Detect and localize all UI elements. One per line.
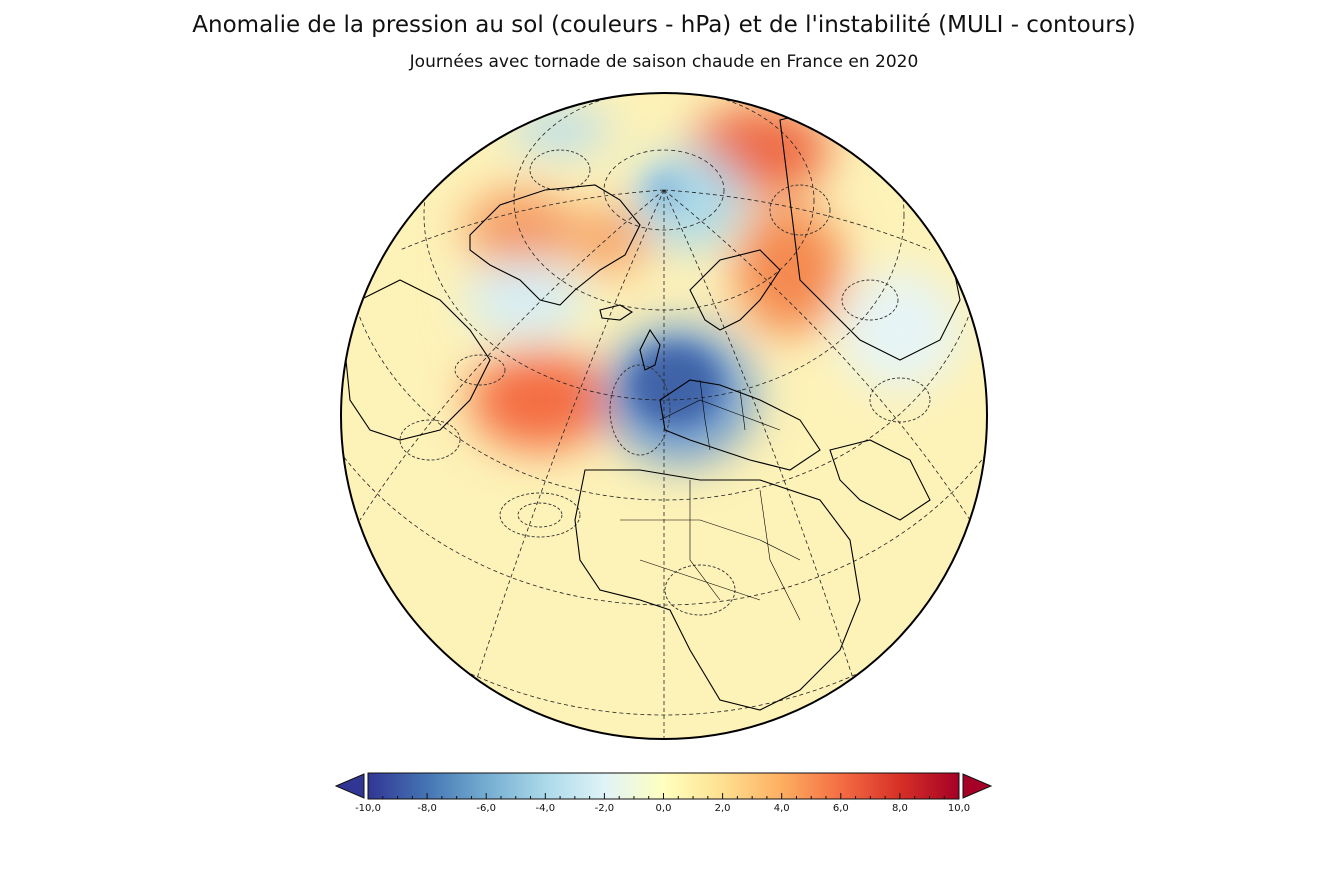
colorbar-svg [334,772,993,800]
graticule-meridian-4 [359,189,665,521]
graticule-parallel-1 [603,149,725,231]
contour-canada [529,149,591,191]
graticule-parallel-3 [423,93,905,401]
colorbar-tick-label: -4,0 [535,803,556,814]
contour-caribbean [399,419,461,461]
colorbar-tick-label: -6,0 [476,803,496,814]
border-line-5 [689,480,721,601]
graticule-meridian-6 [399,189,665,251]
contour-europe-west [609,364,671,456]
graticule-meridian-2 [469,189,665,701]
contour-asia-2 [869,377,931,423]
colorbar-tick-label: -2,0 [594,803,615,814]
colorbar-tick-label: 4,0 [773,803,790,814]
globe-outline [340,92,988,740]
border-line-6 [759,489,801,621]
anomaly-negative-canada-arctic [510,105,610,155]
coastline-middle-east [829,439,931,521]
colorbar-extend-min-arrow [334,773,365,799]
colorbar-tick-label: 2,0 [714,803,731,814]
colorbar-tick-label: 10,0 [947,803,971,814]
coastline-africa [574,469,861,711]
anomaly-negative-asia [840,270,960,390]
figure-subtitle: Journées avec tornade de saison chaude e… [409,52,919,72]
colorbar-tick-label: 8,0 [891,803,908,814]
anomaly-positive-atlantic [470,350,610,450]
colorbar-ticks [367,793,960,799]
coastline-british-isles [639,328,661,371]
country-borders [620,379,801,621]
colorbar-tick-label: -8,0 [417,803,437,814]
border-line-2 [699,379,711,451]
border-line-7 [639,559,761,601]
colorbar-tick-label: 0,0 [655,803,672,814]
colorbar-extend-max-arrow [962,773,993,799]
colorbar-tick-label: 6,0 [832,803,849,814]
coastline-scandinavia [689,249,781,331]
contour-africa [664,564,736,616]
border-line-3 [739,389,746,431]
globe-map [340,92,988,740]
coastline-iceland [599,304,634,321]
anomaly-negative-france-core [630,345,720,425]
contour-atlantic-1 [499,492,581,538]
figure-title: Anomalie de la pression au sol (couleurs… [192,12,1136,38]
contour-atlantic-2 [517,502,563,528]
border-line-4 [620,519,801,561]
contour-asia-1 [841,279,899,321]
globe-interior [341,93,987,739]
colorbar: -10,0 -8,0 -6,0 -4,0 -2,0 0,0 2,0 4,0 6,0 8,0 10,0 [330,768,1000,828]
coastline-greenland [469,184,641,306]
anomaly-positive-greenland-east [570,205,650,275]
anomaly-negative-labrador [465,260,585,340]
graticule-meridian-3 [663,189,861,701]
coastlines [344,109,961,711]
muli-contours [399,149,931,616]
coastline-north-america [344,279,491,441]
border-line-1 [659,399,781,431]
contour-us-east [454,354,506,386]
colorbar-tick-label: -10,0 [355,803,381,814]
coastline-continental-europe [659,379,821,471]
contour-russia-north [769,184,831,236]
anomaly-positive-russia [735,205,845,335]
graticule-meridian-5 [663,189,971,521]
graticule-meridian-7 [663,189,931,251]
